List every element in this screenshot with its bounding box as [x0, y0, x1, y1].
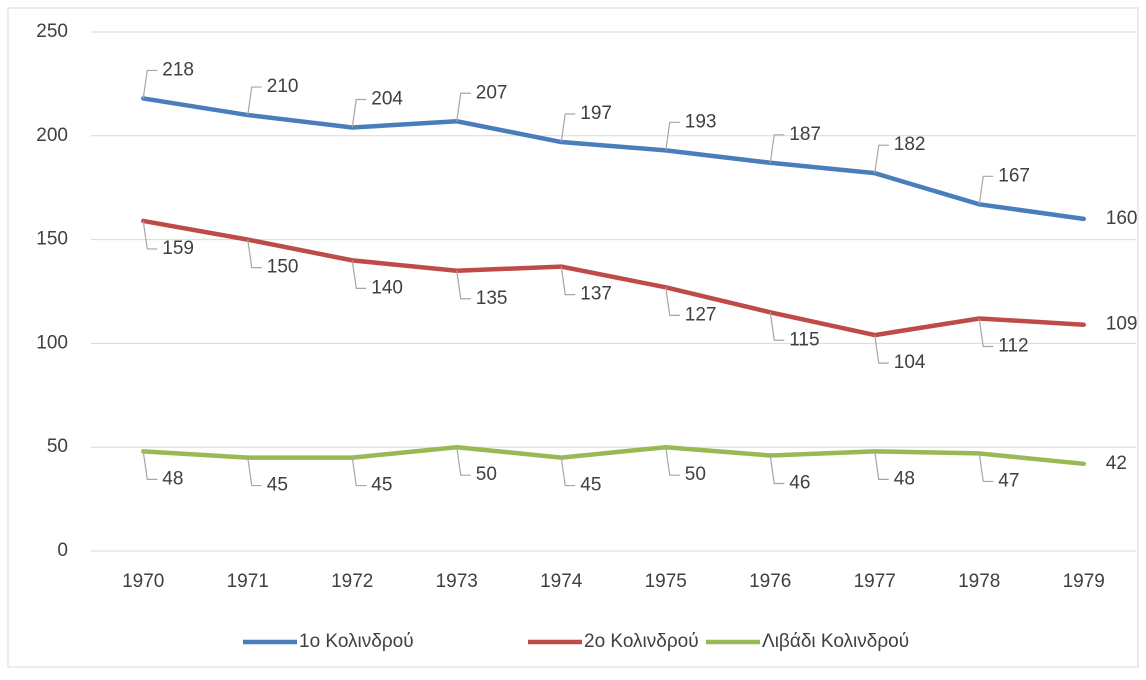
data-label: 137 [580, 284, 612, 305]
chart-border [7, 7, 1139, 668]
data-label: 204 [371, 89, 403, 110]
leader-line [665, 287, 680, 316]
data-label: 159 [162, 238, 194, 259]
leader-line [874, 335, 889, 364]
leader-line [247, 239, 262, 269]
leader-line [351, 457, 367, 487]
x-tick-label: 1971 [227, 571, 269, 592]
leader-line [351, 98, 367, 128]
data-label: 150 [267, 257, 299, 278]
leader-line [978, 175, 994, 205]
series-line [141, 218, 1086, 338]
data-label: 197 [580, 103, 612, 124]
y-tick-label: 150 [36, 229, 68, 250]
data-label: 47 [998, 470, 1019, 491]
x-tick-label: 1973 [436, 571, 478, 592]
data-label: 48 [162, 468, 183, 489]
data-label: 218 [162, 59, 194, 80]
x-tick-label: 1977 [854, 571, 896, 592]
data-label: 187 [789, 124, 821, 145]
y-tick-label: 250 [36, 21, 68, 42]
legend-label: 1ο Κολινδρού [299, 631, 414, 652]
data-label: 112 [998, 336, 1028, 357]
leader-line [560, 266, 576, 296]
y-tick-label: 200 [36, 125, 68, 146]
leader-line [978, 453, 994, 483]
leader-line [769, 455, 785, 485]
data-label: 115 [789, 329, 819, 350]
leader-line [978, 318, 994, 348]
y-tick-label: 100 [36, 332, 68, 353]
x-tick-label: 1972 [331, 571, 373, 592]
data-label: 140 [371, 277, 403, 298]
data-label: 45 [371, 475, 392, 496]
x-tick-label: 1978 [958, 571, 1000, 592]
leader-line [769, 312, 785, 341]
data-label: 160 [1106, 208, 1138, 229]
series-line [141, 96, 1086, 222]
leader-line [247, 86, 262, 116]
data-label: 135 [476, 288, 508, 309]
leader-line [142, 69, 158, 99]
leader-line [874, 144, 889, 174]
leader-line [247, 457, 262, 487]
data-label: 50 [476, 464, 497, 485]
series-line [141, 444, 1086, 467]
data-label: 207 [476, 82, 508, 103]
data-label: 167 [998, 165, 1030, 186]
data-label: 109 [1106, 314, 1138, 335]
leader-line [560, 457, 576, 487]
x-tick-label: 1975 [645, 571, 687, 592]
x-tick-label: 1976 [749, 571, 791, 592]
legend-label: Λιβάδι Κολινδρού [762, 631, 909, 652]
leader-line [142, 451, 158, 480]
data-label: 42 [1106, 453, 1127, 474]
data-label: 46 [789, 473, 810, 494]
leader-line [142, 220, 158, 250]
y-tick-label: 50 [47, 436, 68, 457]
data-label: 193 [685, 111, 717, 132]
leader-line [456, 92, 471, 122]
data-label: 45 [267, 475, 288, 496]
x-tick-label: 1979 [1063, 571, 1105, 592]
data-label: 45 [580, 475, 601, 496]
data-label: 104 [894, 352, 926, 373]
data-label: 210 [267, 76, 299, 97]
leader-line [351, 260, 367, 289]
leader-line [665, 447, 680, 476]
data-label: 182 [894, 134, 926, 155]
leader-line [456, 270, 471, 300]
legend-label: 2ο Κολινδρού [584, 631, 699, 652]
leader-line [769, 134, 785, 163]
data-label: 50 [685, 464, 706, 485]
y-tick-label: 0 [57, 540, 68, 561]
data-label: 48 [894, 468, 915, 489]
leader-line [665, 121, 680, 151]
data-label: 127 [685, 304, 717, 325]
leader-line [874, 451, 889, 480]
x-tick-label: 1970 [122, 571, 164, 592]
x-tick-label: 1974 [540, 571, 583, 592]
leader-line [456, 447, 471, 476]
leader-line [560, 113, 576, 143]
